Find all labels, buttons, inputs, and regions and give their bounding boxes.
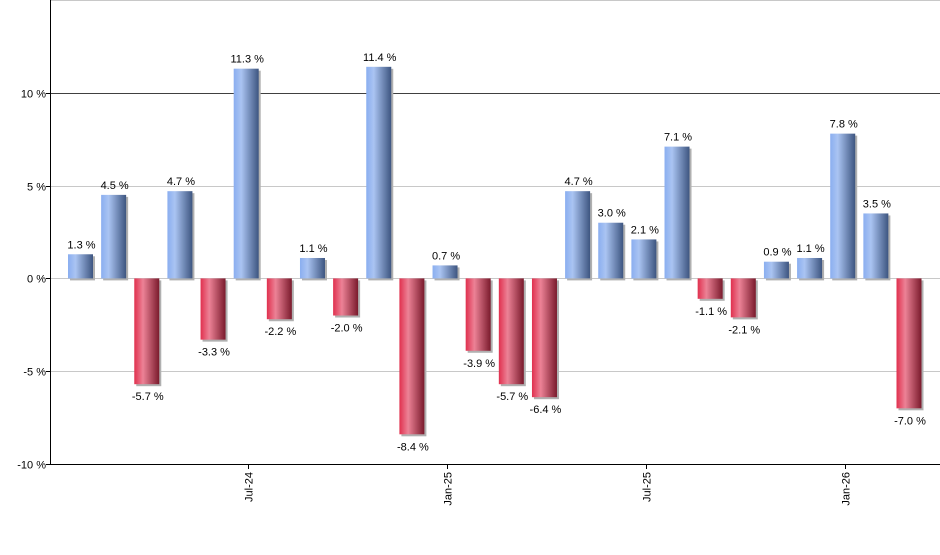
bar [565, 191, 591, 279]
bar [896, 278, 922, 409]
data-label: -1.1 % [695, 306, 727, 318]
data-label: -2.2 % [264, 326, 296, 338]
bar [830, 133, 856, 279]
data-label: -3.9 % [463, 358, 495, 370]
data-label: 1.1 % [797, 243, 825, 255]
bar [498, 278, 524, 385]
bar [631, 239, 657, 279]
data-label: -2.1 % [728, 324, 760, 336]
data-label: 11.4 % [363, 52, 397, 64]
data-labels: 1.3 % 4.5 % -5.7 % 4.7 % -3.3 % 11.3 % -2.2 % 1… [67, 52, 926, 453]
bar [763, 261, 789, 279]
data-label: -6.4 % [530, 404, 562, 416]
y-tick-label: 10 % [21, 89, 46, 101]
bar [432, 265, 458, 279]
bar [200, 278, 226, 340]
data-label: -7.0 % [894, 415, 926, 427]
bar [465, 278, 491, 351]
y-tick-label: -5 % [23, 367, 46, 379]
bar [266, 278, 292, 320]
bar [730, 278, 756, 318]
data-label: 4.5 % [101, 180, 129, 192]
data-label: 0.7 % [432, 250, 460, 262]
bars [68, 66, 924, 437]
bar [531, 278, 557, 398]
x-tick-label: Jul-25 [642, 472, 654, 502]
data-label: 3.0 % [598, 208, 626, 220]
data-label: -2.0 % [331, 323, 363, 335]
gridlines [50, 0, 940, 372]
y-tick-label: -10 % [17, 460, 46, 472]
data-label: 11.3 % [230, 54, 264, 66]
y-tick-label: 0 % [27, 274, 46, 286]
data-label: -5.7 % [132, 391, 164, 403]
bar [863, 213, 889, 279]
bar [333, 278, 359, 316]
data-label: -5.7 % [496, 391, 528, 403]
bar [399, 278, 425, 435]
bar [797, 257, 823, 279]
data-label: 0.9 % [763, 247, 791, 259]
data-label: 1.3 % [67, 239, 95, 251]
data-label: 2.1 % [631, 224, 659, 236]
bar [299, 257, 325, 279]
data-label: -3.3 % [198, 347, 230, 359]
bar [233, 68, 259, 279]
bar [697, 278, 723, 299]
x-tick-label: Jan-25 [443, 472, 455, 506]
data-label: 3.5 % [863, 198, 891, 210]
axes: -10 % -5 % 0 % 5 % 10 % Jul-24 Jan-25 Jul-25 Jan… [17, 0, 940, 506]
data-label: 4.7 % [167, 176, 195, 188]
bar [167, 191, 193, 279]
bar [101, 194, 127, 279]
x-tick-label: Jan-26 [841, 472, 853, 506]
data-label: 7.1 % [664, 132, 692, 144]
data-label: 7.8 % [830, 119, 858, 131]
data-label: 1.1 % [299, 243, 327, 255]
data-label: -8.4 % [397, 441, 429, 453]
bar [664, 146, 690, 279]
y-tick-label: 5 % [27, 182, 46, 194]
bar [68, 254, 93, 279]
bar [134, 278, 160, 385]
bar [598, 222, 624, 279]
data-label: 4.7 % [565, 176, 593, 188]
bar [366, 66, 392, 279]
x-tick-label: Jul-24 [244, 472, 256, 502]
